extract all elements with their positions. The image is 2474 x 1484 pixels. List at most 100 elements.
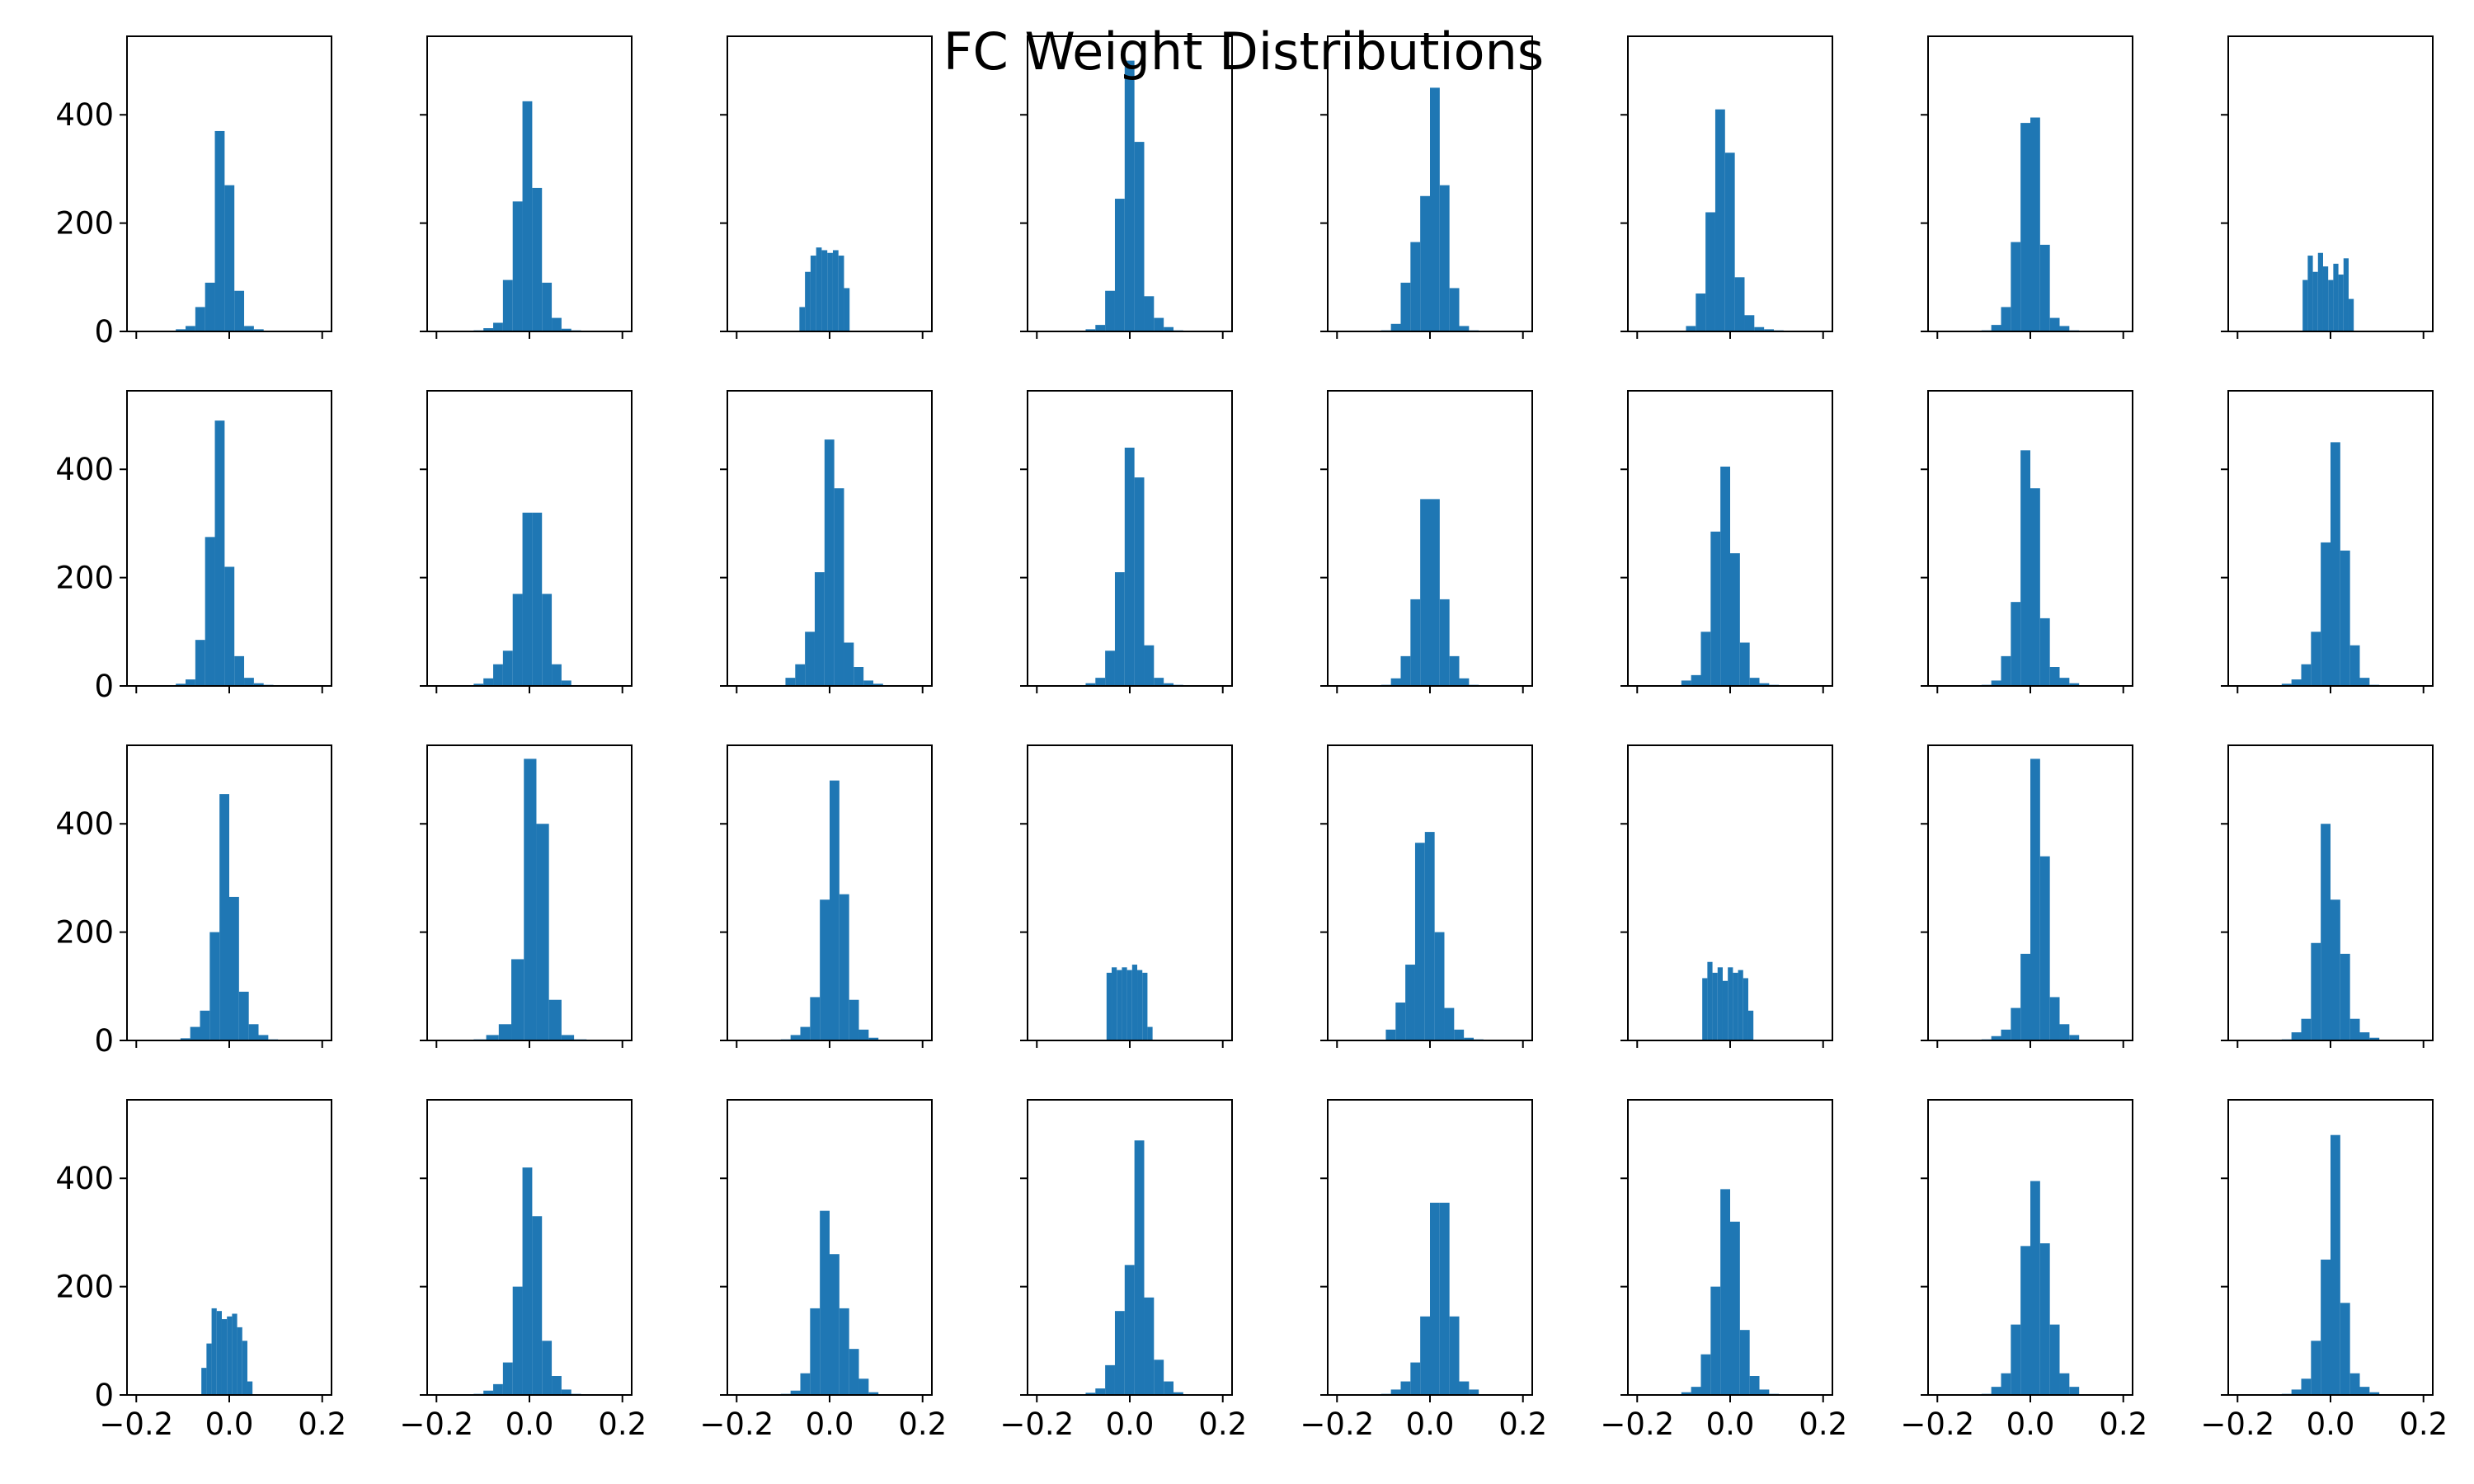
histogram-bar [522, 512, 533, 686]
histogram-bar [1134, 142, 1145, 331]
y-tick-label: 0 [94, 669, 114, 704]
histogram-bar [1420, 499, 1430, 686]
histogram-bar [805, 271, 811, 331]
histogram-bar [2039, 618, 2050, 686]
histogram-bar [1390, 678, 1401, 686]
x-tick-label: 0.0 [506, 1407, 554, 1442]
subplot-r2-c6 [1620, 390, 1833, 693]
x-tick-label: 0.0 [1406, 1407, 1455, 1442]
histogram-bar [2311, 632, 2321, 686]
x-tick-label: 0.0 [2307, 1407, 2355, 1442]
histogram-bar [1400, 282, 1411, 331]
histogram-bar [2030, 758, 2040, 1040]
histogram-bar [1449, 288, 1460, 331]
histogram-bar [232, 1313, 238, 1395]
histogram-bar [511, 959, 524, 1040]
subplot-r4-c4: −0.2 0.0 0.2 [999, 1099, 1247, 1442]
histogram-bar [1131, 965, 1138, 1040]
histogram-bar [522, 1167, 533, 1395]
histogram-bar [858, 1378, 869, 1395]
histogram-bar [1717, 967, 1723, 1040]
histogram-bar [2020, 953, 2030, 1040]
x-tick-label: −0.2 [399, 1407, 473, 1442]
histogram-bar [206, 1343, 212, 1395]
x-tick-label: −0.2 [99, 1407, 173, 1442]
histogram-bar [542, 594, 553, 686]
histogram-bar [2069, 1035, 2080, 1040]
histogram-bar [795, 664, 806, 686]
histogram-bar [2321, 1259, 2331, 1395]
histogram-bar [1414, 843, 1425, 1040]
histogram-bar [1464, 1037, 1474, 1040]
subplot-r3-c3 [720, 744, 933, 1048]
histogram-bar [1173, 1392, 1183, 1395]
histogram-bar [2069, 683, 2080, 686]
histogram-bar [493, 1383, 503, 1395]
x-tick-label: 0.2 [298, 1407, 346, 1442]
histogram-bar [2359, 1387, 2370, 1395]
histogram-bar [830, 780, 840, 1040]
histogram-bar [1144, 296, 1155, 331]
histogram-bar [854, 667, 864, 686]
subplot-r4-c2: −0.2 0.0 0.2 [399, 1099, 647, 1442]
subplot-r3-c5 [1320, 744, 1533, 1048]
x-tick-label: 0.2 [1498, 1407, 1547, 1442]
histogram-bar [1720, 466, 1730, 686]
histogram-bar [512, 594, 523, 686]
histogram-bar [542, 1341, 553, 1395]
subplot-r3-c2 [420, 744, 633, 1048]
subplot-r4-c8: −0.2 0.0 0.2 [2200, 1099, 2448, 1442]
histogram-bar [872, 683, 883, 686]
subplot-r3-c8 [2221, 744, 2434, 1048]
histogram-bar [1991, 680, 2001, 686]
histogram-bar [512, 201, 523, 331]
x-tick-label: 0.0 [2006, 1407, 2055, 1442]
histogram-bar [2049, 317, 2060, 331]
histogram-bar [1720, 1189, 1730, 1395]
histogram-bar [1696, 294, 1706, 331]
histogram-bar [2020, 1246, 2030, 1395]
subplot-r1-c7 [1921, 35, 2133, 339]
histogram-bar [1106, 972, 1112, 1040]
histogram-bar [542, 282, 553, 331]
subplot-r2-c5 [1320, 390, 1533, 693]
histogram-bar [1126, 970, 1132, 1040]
y-tick-label: 200 [55, 561, 114, 596]
histogram-bar [532, 512, 543, 686]
histogram-bar [839, 894, 849, 1040]
histogram-bar [2011, 602, 2021, 686]
histogram-bar [2059, 678, 2070, 686]
histogram-bar [548, 999, 562, 1040]
histogram-bar [2001, 1373, 2011, 1395]
histogram-bar [1114, 572, 1125, 686]
histogram-bar [2331, 1134, 2340, 1395]
histogram-bar [810, 1308, 821, 1395]
histogram-bar [1991, 1387, 2001, 1395]
x-tick-label: 0.2 [598, 1407, 647, 1442]
histogram-bar [1681, 1392, 1691, 1395]
histogram-bar [1730, 553, 1740, 686]
histogram-bar [820, 1210, 830, 1395]
histogram-bar [2328, 279, 2334, 331]
histogram-bar [849, 999, 859, 1040]
histogram-bar [2331, 442, 2340, 686]
histogram-bar [1759, 683, 1770, 686]
histogram-bar [2030, 1181, 2040, 1395]
histogram-bar [1705, 212, 1715, 331]
histogram-bar [1122, 967, 1127, 1040]
x-tick-label: 0.2 [1198, 1407, 1247, 1442]
histogram-bar [1095, 325, 1106, 331]
subplot-r2-c7 [1921, 390, 2133, 693]
histogram-bar [2039, 244, 2050, 331]
histogram-bar [1095, 1388, 1106, 1395]
x-tick-label: 0.0 [205, 1407, 254, 1442]
histogram-bar [834, 488, 844, 686]
subplot-r2-c3 [720, 390, 933, 693]
histogram-bar [1154, 678, 1164, 686]
histogram-bar [1144, 645, 1155, 686]
histogram-bar [2331, 899, 2340, 1040]
histogram-bar [1134, 1140, 1145, 1395]
histogram-bar [498, 1024, 512, 1040]
